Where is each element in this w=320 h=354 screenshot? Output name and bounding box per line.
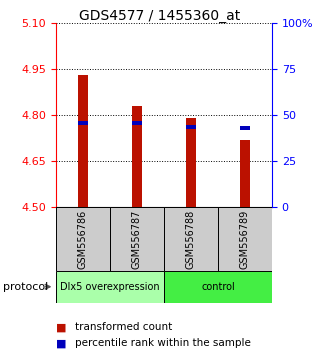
Text: protocol: protocol — [3, 282, 48, 292]
Bar — [132, 106, 142, 207]
Bar — [110, 207, 164, 271]
Bar — [186, 118, 196, 207]
Bar — [240, 139, 250, 207]
Bar — [78, 75, 88, 207]
Text: percentile rank within the sample: percentile rank within the sample — [75, 338, 251, 348]
Bar — [56, 207, 110, 271]
Bar — [186, 125, 196, 129]
Text: ■: ■ — [56, 322, 67, 332]
Text: Dlx5 overexpression: Dlx5 overexpression — [60, 282, 160, 292]
Bar — [78, 121, 88, 125]
Bar — [164, 271, 272, 303]
Text: GSM556789: GSM556789 — [240, 209, 250, 269]
Bar — [56, 271, 164, 303]
Bar — [240, 126, 250, 130]
Bar — [218, 207, 272, 271]
Text: control: control — [201, 282, 235, 292]
Text: GSM556786: GSM556786 — [78, 209, 88, 269]
Text: GDS4577 / 1455360_at: GDS4577 / 1455360_at — [79, 9, 241, 23]
Text: GSM556788: GSM556788 — [186, 209, 196, 269]
Bar — [132, 121, 142, 125]
Text: transformed count: transformed count — [75, 322, 172, 332]
Text: ■: ■ — [56, 338, 67, 348]
Text: GSM556787: GSM556787 — [132, 209, 142, 269]
Bar — [164, 207, 218, 271]
